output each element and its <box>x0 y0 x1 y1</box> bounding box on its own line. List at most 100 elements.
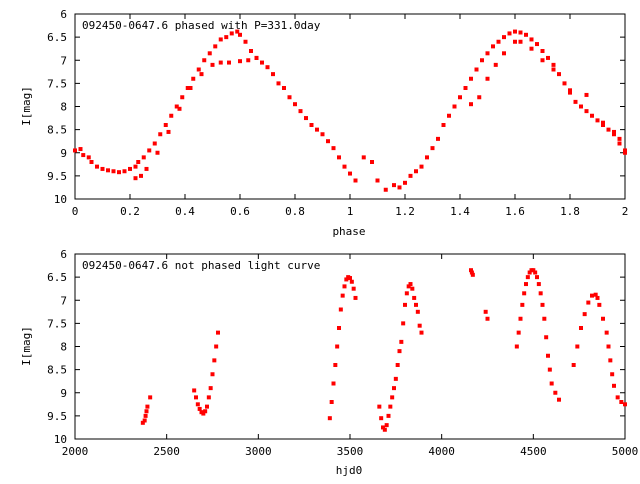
data-point <box>496 39 501 44</box>
data-point <box>469 270 474 275</box>
data-point <box>309 123 314 127</box>
data-point <box>148 395 153 400</box>
y-tick-label: 8 <box>60 101 67 114</box>
data-point <box>419 330 424 335</box>
data-point <box>544 335 549 340</box>
data-point <box>174 104 179 109</box>
y-tick-label: 6.5 <box>47 31 67 44</box>
data-point <box>483 309 488 314</box>
data-point <box>395 363 400 367</box>
data-point <box>111 169 116 174</box>
x-axis-label: hjd0 <box>336 464 363 477</box>
data-point <box>502 51 506 56</box>
data-point <box>601 123 605 127</box>
data-point <box>469 268 473 273</box>
data-point <box>210 62 215 67</box>
data-point <box>562 81 567 86</box>
data-point <box>485 76 490 81</box>
y-tick-label: 7.5 <box>47 77 67 90</box>
data-point <box>518 316 523 321</box>
data-point <box>227 60 231 65</box>
data-point <box>379 416 384 421</box>
data-point <box>410 286 415 291</box>
y-axis-label: I[mag] <box>20 86 33 126</box>
data-point <box>527 270 532 275</box>
data-point <box>265 65 270 70</box>
data-point <box>276 81 281 86</box>
data-point <box>206 395 211 400</box>
data-point <box>348 276 352 281</box>
data-point <box>540 302 545 307</box>
data-point <box>254 55 259 60</box>
data-point <box>238 59 242 64</box>
data-point <box>546 353 550 358</box>
data-point <box>610 372 615 377</box>
data-point <box>493 62 498 67</box>
data-point <box>142 418 147 423</box>
chart-title: 092450-0647.6 phased with P=331.0day <box>82 19 321 32</box>
data-point <box>452 104 457 109</box>
y-tick-label: 8.5 <box>47 364 67 377</box>
data-point <box>166 129 171 134</box>
data-point <box>73 148 77 153</box>
data-point <box>540 49 545 53</box>
data-point <box>525 275 530 280</box>
data-point <box>192 388 197 393</box>
data-point <box>535 275 539 280</box>
data-point <box>342 284 347 289</box>
data-point <box>338 307 343 312</box>
data-point <box>282 86 286 90</box>
data-point <box>235 29 240 34</box>
data-point <box>381 425 385 430</box>
unphased-panel: 092450-0647.6 not phased light curve hjd… <box>20 248 638 477</box>
data-point <box>333 363 338 367</box>
data-point <box>436 136 440 141</box>
data-point <box>590 293 594 298</box>
data-point <box>392 183 396 188</box>
data-point <box>229 31 234 36</box>
data-point <box>430 146 435 151</box>
data-point <box>145 404 150 409</box>
data-point <box>216 330 220 335</box>
data-point <box>117 170 121 175</box>
x-tick-label: 4500 <box>520 445 547 458</box>
data-point <box>196 67 201 72</box>
x-tick-label: 0.4 <box>175 205 195 218</box>
data-point <box>404 291 409 296</box>
data-point <box>529 46 534 51</box>
data-point <box>141 155 146 160</box>
data-point <box>425 155 429 160</box>
chart-title: 092450-0647.6 not phased light curve <box>82 259 320 272</box>
data-point <box>406 284 411 289</box>
y-tick-label: 7 <box>60 54 67 67</box>
data-point <box>246 58 251 63</box>
data-point <box>133 176 138 181</box>
data-point <box>370 160 374 164</box>
data-point <box>619 400 624 404</box>
data-point <box>597 302 602 307</box>
data-point <box>361 155 366 160</box>
data-point <box>469 76 473 81</box>
data-point <box>213 44 218 49</box>
data-point <box>518 39 523 44</box>
data-point <box>293 102 297 107</box>
data-point <box>617 136 622 141</box>
data-point <box>78 147 83 152</box>
data-point <box>329 400 334 404</box>
axis-ticks: 2000 2500 3000 3500 4000 4500 5000 6 6.5 7 7.5 8 8.5… <box>47 248 638 458</box>
data-point <box>557 397 561 402</box>
x-tick-label: 1.8 <box>560 205 580 218</box>
y-tick-label: 7.5 <box>47 317 67 330</box>
x-tick-label: 0 <box>72 205 79 218</box>
data-point <box>344 277 349 282</box>
data-point <box>89 160 94 164</box>
data-point <box>348 171 352 176</box>
data-point <box>133 164 138 169</box>
y-tick-label: 6 <box>60 248 67 261</box>
data-point <box>382 427 387 432</box>
data-point <box>203 409 208 414</box>
data-point <box>612 383 616 388</box>
data-point <box>441 123 446 127</box>
data-point <box>575 344 580 349</box>
data-point <box>547 367 552 372</box>
